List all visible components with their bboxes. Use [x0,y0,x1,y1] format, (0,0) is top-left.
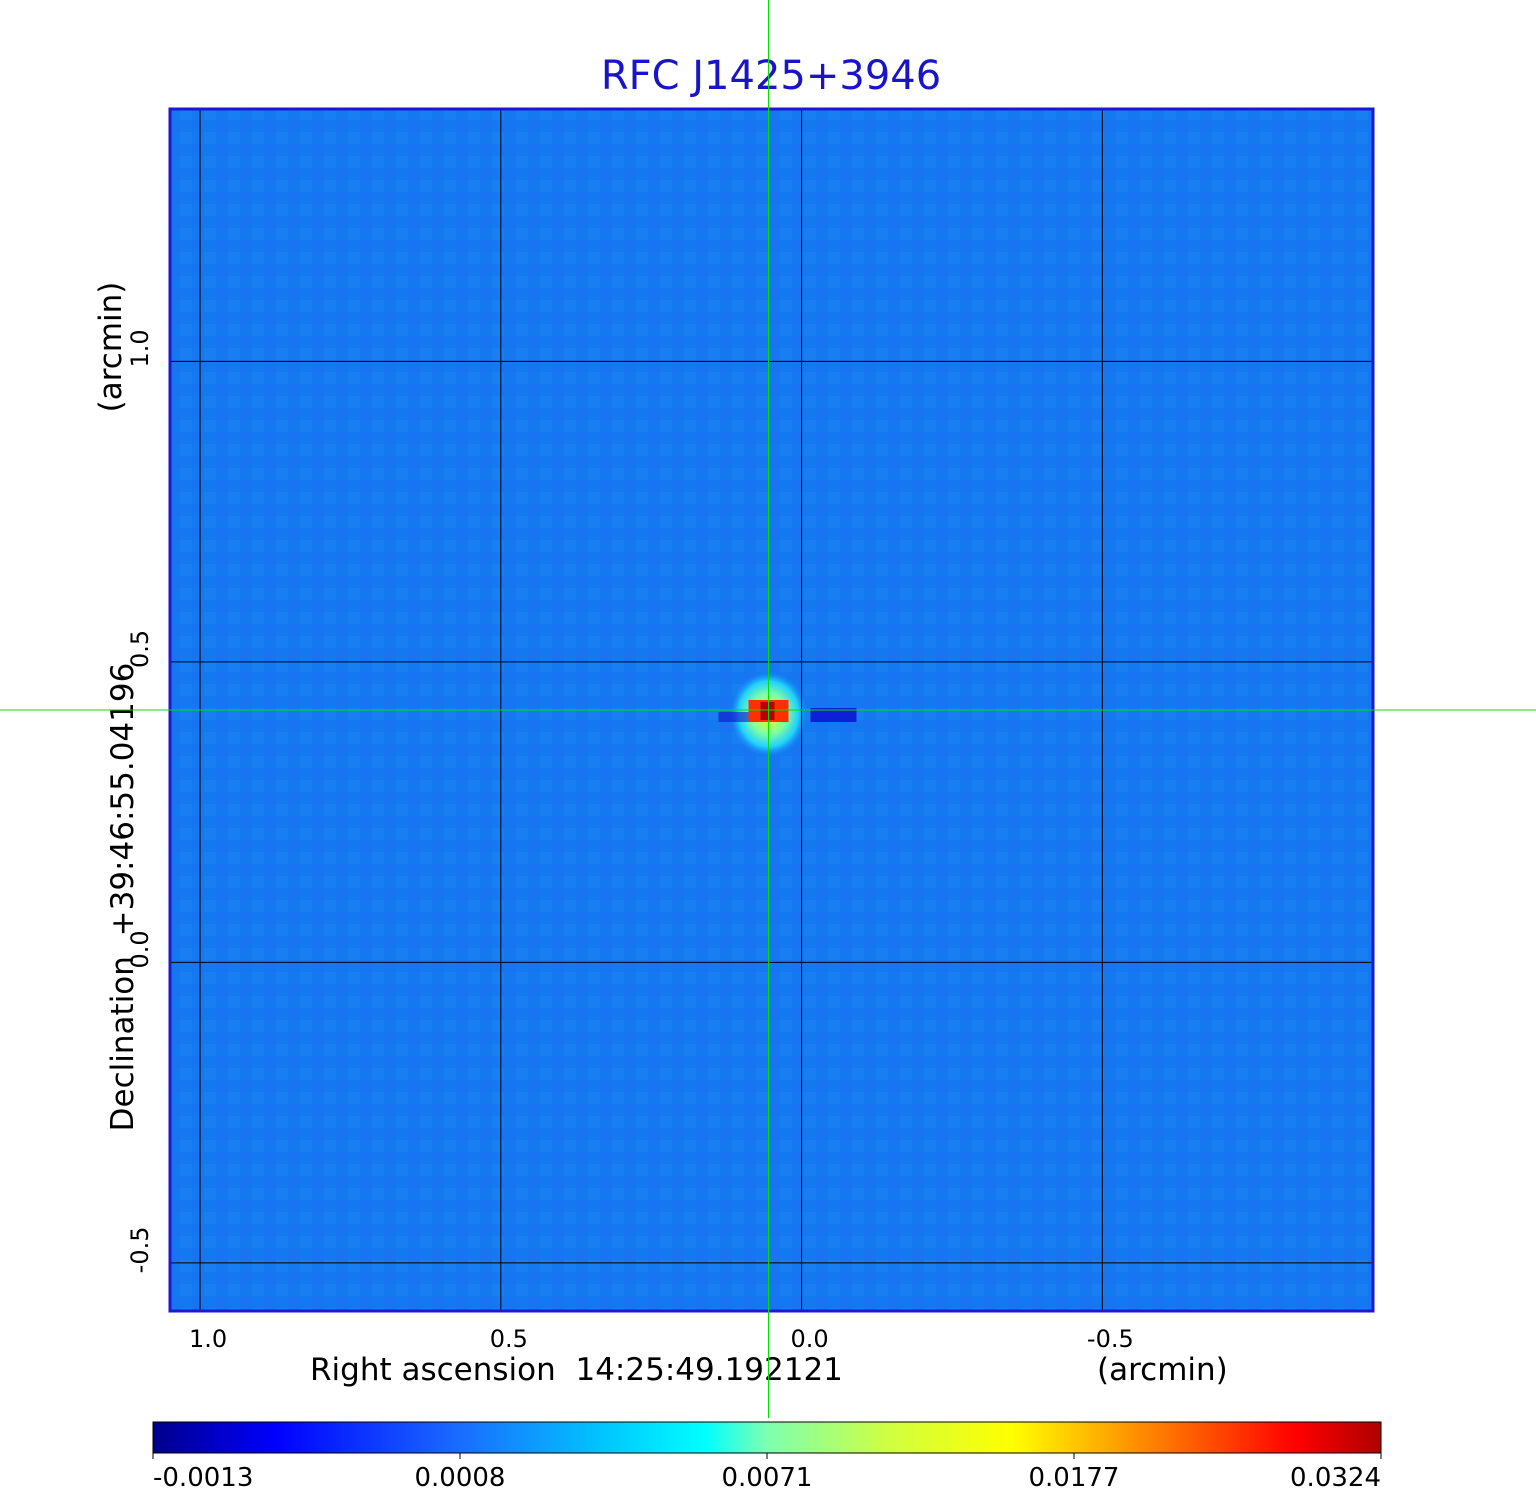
y-tick-label: 0.5 [126,630,154,668]
y-tick-label: -0.5 [126,1227,154,1274]
source-sidelobe-left [718,712,759,722]
x-axis-label: Right ascension 14:25:49.192121 [310,1352,843,1388]
x-tick-label: -0.5 [1087,1325,1134,1353]
chart-title: RFC J1425+3946 [601,53,941,99]
colorbar-gradient [152,1421,1382,1454]
source-sidelobe-right [810,708,857,722]
colorbar-tick-label: 0.0177 [1029,1463,1120,1493]
y-tick-label: 0.0 [126,930,154,968]
colorbar-tick-label: 0.0071 [722,1463,813,1493]
y-axis-label: Declination +39:46:55.04196 [105,663,141,1132]
colorbar-tick-label: 0.0324 [1290,1463,1381,1493]
source-peak [760,702,775,720]
colorbar: -0.0013 0.0008 0.0071 0.0177 0.0324 [152,1421,1382,1493]
y-tick-label: 1.0 [126,329,154,367]
x-tick-label: 1.0 [189,1325,227,1353]
x-tick-label: 0.0 [790,1325,828,1353]
colorbar-tick-label: 0.0008 [415,1463,506,1493]
y-axis-unit: (arcmin) [93,282,129,413]
crosshair [0,0,1536,1418]
x-axis-unit: (arcmin) [1097,1352,1228,1388]
colorbar-tick-label: -0.0013 [153,1463,253,1493]
x-tick-label: 0.5 [490,1325,528,1353]
